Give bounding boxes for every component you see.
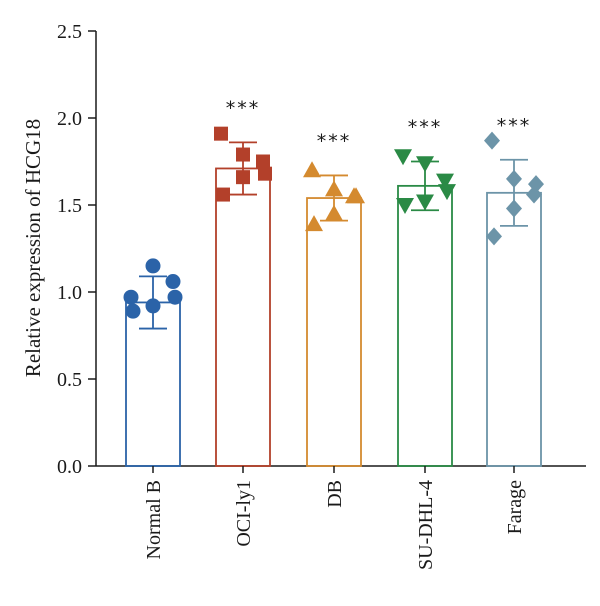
bar bbox=[215, 167, 271, 467]
data-point bbox=[436, 173, 454, 190]
x-tick-label: Farage bbox=[504, 480, 526, 535]
data-point bbox=[526, 185, 542, 204]
data-point bbox=[165, 274, 181, 290]
x-tick-label: Normal B bbox=[143, 480, 165, 559]
y-tick-label: 1.5 bbox=[57, 195, 82, 217]
data-point bbox=[258, 166, 272, 181]
data-point bbox=[125, 303, 141, 319]
data-point bbox=[236, 170, 250, 185]
data-point bbox=[123, 289, 139, 305]
data-point bbox=[305, 215, 323, 232]
axes bbox=[95, 31, 586, 467]
data-point bbox=[506, 199, 522, 218]
data-point bbox=[486, 227, 502, 246]
data-point bbox=[416, 194, 434, 211]
y-tick-label: 0.0 bbox=[57, 456, 82, 478]
significance-label: *** bbox=[497, 115, 532, 137]
data-point bbox=[396, 198, 414, 214]
data-point bbox=[345, 187, 363, 204]
significance-labels: *** *** *** *** bbox=[226, 97, 532, 152]
x-tick-label: DB bbox=[324, 480, 346, 508]
data-point bbox=[167, 289, 183, 305]
y-ticks: 0.0 0.5 1.0 1.5 2.0 2.5 bbox=[57, 21, 96, 478]
data-point bbox=[394, 149, 412, 166]
data-point bbox=[303, 161, 321, 178]
x-tick-label: OCI-ly1 bbox=[233, 480, 255, 547]
data-point bbox=[256, 154, 270, 169]
error-bars bbox=[139, 141, 528, 330]
data-point bbox=[438, 184, 456, 201]
significance-label: *** bbox=[317, 130, 352, 152]
data-point bbox=[325, 180, 343, 197]
data-point bbox=[145, 298, 161, 314]
y-tick-label: 2.5 bbox=[57, 21, 82, 43]
data-point bbox=[214, 126, 228, 141]
y-axis-title: Relative expression of HCG18 bbox=[21, 119, 45, 377]
data-point bbox=[506, 169, 522, 188]
y-tick-label: 0.5 bbox=[57, 369, 82, 391]
x-tick-label: SU-DHL-4 bbox=[415, 480, 437, 570]
data-point bbox=[484, 131, 500, 150]
data-point bbox=[145, 258, 161, 274]
data-point bbox=[416, 156, 434, 173]
bar bbox=[306, 197, 362, 467]
y-tick-label: 2.0 bbox=[57, 108, 82, 130]
data-point bbox=[216, 187, 230, 202]
significance-label: *** bbox=[408, 117, 443, 139]
y-tick-label: 1.0 bbox=[57, 282, 82, 304]
bar bbox=[397, 184, 453, 467]
x-ticks: Normal B OCI-ly1 DB SU-DHL-4 Farage bbox=[143, 466, 526, 570]
data-point bbox=[325, 204, 343, 221]
data-points bbox=[123, 126, 544, 319]
data-point bbox=[236, 147, 250, 162]
significance-label: *** bbox=[226, 97, 261, 119]
